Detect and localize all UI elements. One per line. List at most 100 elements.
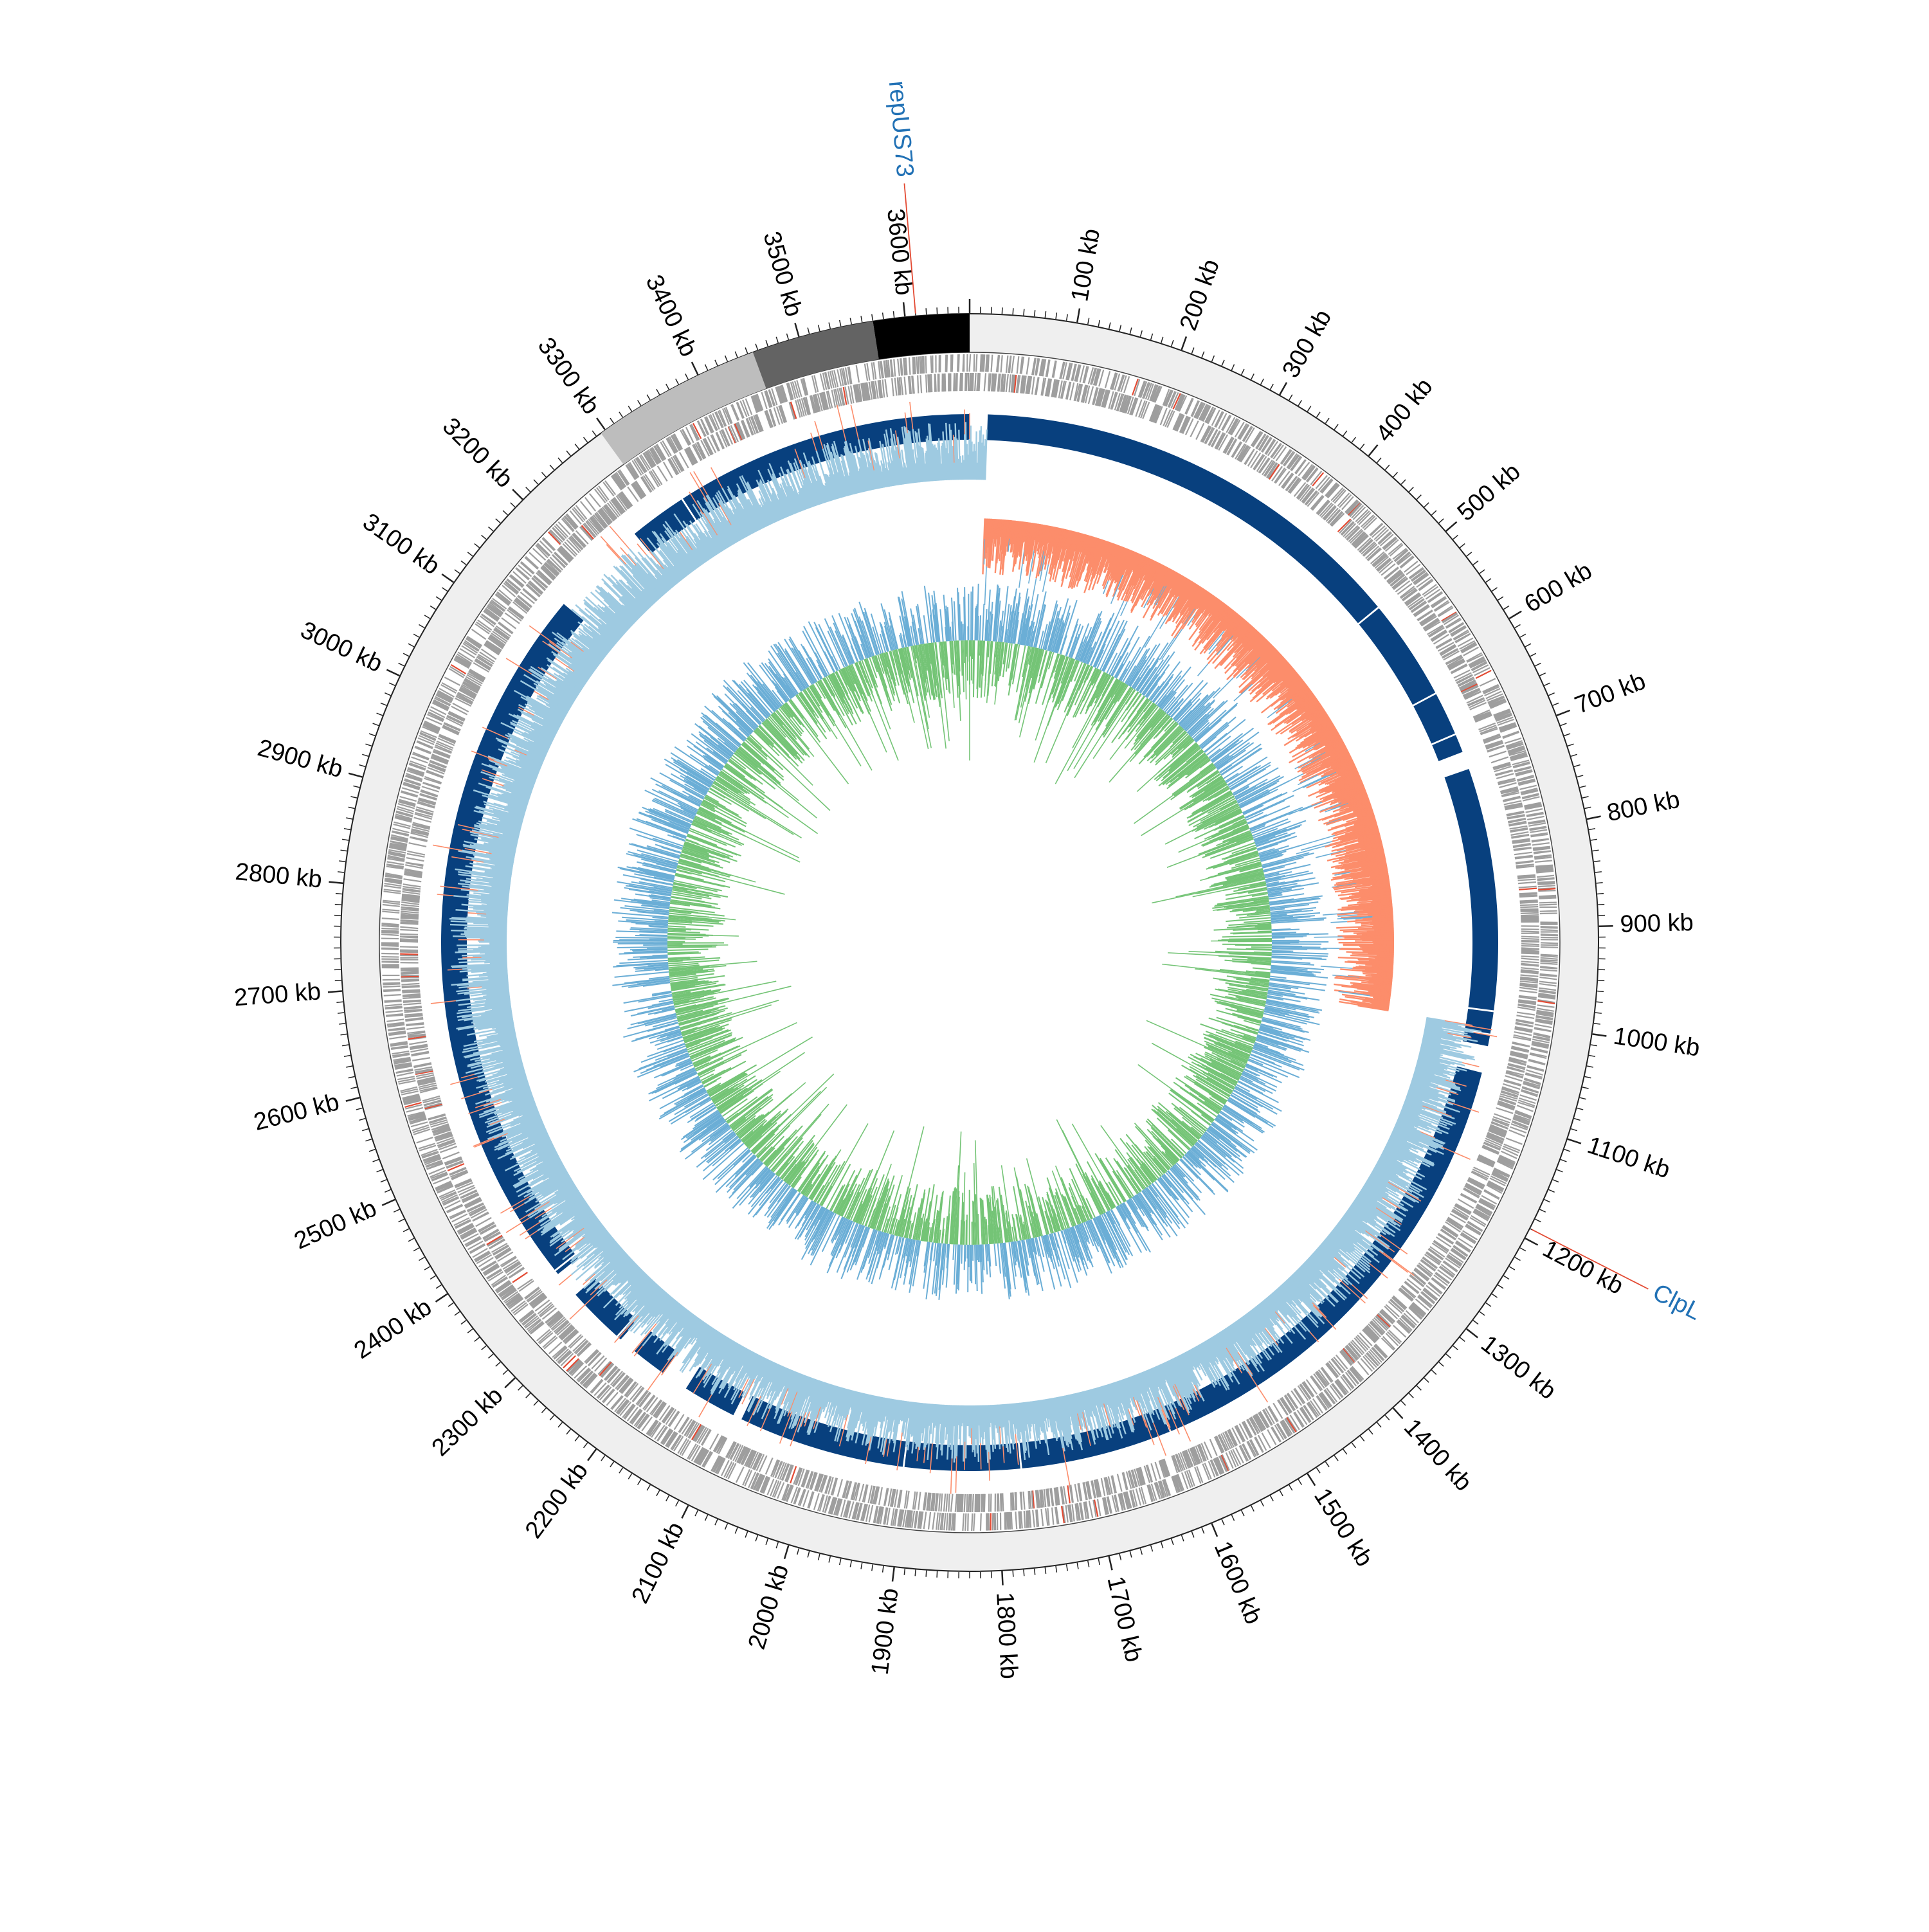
cds-feature	[442, 1152, 459, 1159]
cds-feature	[406, 858, 424, 861]
cds-feature	[557, 1350, 570, 1362]
cds-feature	[1535, 860, 1552, 862]
cds-feature	[1015, 1492, 1016, 1510]
cds-feature	[1032, 377, 1035, 395]
cds-feature	[964, 1494, 965, 1512]
cds-feature	[401, 905, 419, 907]
cds-feature	[383, 983, 400, 984]
cds-feature	[979, 373, 980, 391]
cds-feature	[1294, 1413, 1303, 1427]
cds-feature	[1521, 956, 1539, 957]
cds-feature	[1521, 949, 1539, 950]
cds-feature	[592, 1380, 603, 1393]
cds-feature	[973, 373, 974, 391]
cds-feature	[440, 1146, 457, 1152]
cds-feature	[1519, 896, 1537, 898]
cds-feature	[1541, 935, 1558, 936]
cds-feature	[966, 373, 967, 391]
cds-feature	[790, 402, 795, 419]
cds-feature	[746, 399, 752, 415]
cds-feature	[1185, 398, 1192, 414]
backbone-band	[360, 333, 1579, 1552]
cds-feature	[1527, 817, 1544, 820]
cds-feature	[1480, 679, 1495, 686]
cds-feature	[879, 1487, 882, 1505]
cds-feature	[920, 375, 921, 393]
cds-feature	[1540, 963, 1557, 964]
cds-feature	[974, 354, 975, 372]
cds-feature	[1526, 809, 1543, 812]
cds-feature	[1210, 1439, 1217, 1456]
cds-feature	[928, 1512, 930, 1530]
cds-feature	[1334, 490, 1346, 503]
cds-feature	[1007, 1512, 1008, 1530]
cds-feature	[400, 952, 418, 953]
cds-feature	[948, 1494, 949, 1512]
gc-skew-spike	[1296, 845, 1330, 854]
cds-feature	[1520, 909, 1538, 910]
cds-feature	[1518, 882, 1536, 883]
cds-feature	[1204, 1442, 1212, 1459]
gc-skew-bar	[975, 1405, 976, 1439]
cds-feature	[944, 374, 945, 392]
cds-feature	[1027, 357, 1029, 375]
cds-feature	[963, 1513, 964, 1531]
cds-feature	[1540, 970, 1557, 971]
cds-feature	[1186, 399, 1193, 415]
cds-feature	[412, 1058, 430, 1060]
cds-feature	[932, 1512, 934, 1530]
cds-feature	[1541, 945, 1558, 946]
cds-feature	[1404, 1282, 1418, 1294]
cds-feature	[417, 1137, 433, 1142]
cds-feature	[1491, 757, 1508, 763]
cds-feature	[992, 355, 993, 372]
cds-feature	[1521, 929, 1539, 930]
backbone-ring	[341, 314, 1598, 1571]
contig-block	[601, 352, 766, 464]
gc-skew-spike	[1031, 578, 1037, 609]
cds-feature	[1503, 732, 1519, 737]
cds-feature	[472, 629, 486, 640]
cds-feature	[1101, 1478, 1105, 1496]
cds-feature	[1518, 880, 1536, 881]
cds-feature	[972, 1494, 973, 1512]
cds-feature	[1521, 975, 1539, 976]
cds-feature	[1517, 1013, 1535, 1015]
cds-feature	[1011, 356, 1014, 374]
cds-feature	[1357, 1361, 1368, 1375]
cds-feature	[1026, 1511, 1027, 1528]
cds-feature	[944, 1513, 945, 1530]
cds-feature	[1275, 469, 1286, 483]
cds-feature	[382, 918, 399, 919]
cds-feature	[1118, 1474, 1122, 1492]
cds-feature	[1068, 1485, 1070, 1503]
contig-block	[753, 321, 879, 389]
cds-feature	[1521, 931, 1539, 932]
cds-feature	[991, 1494, 992, 1512]
gc-skew-spike	[1289, 806, 1312, 815]
cds-feature	[409, 843, 426, 847]
cds-feature	[965, 373, 966, 391]
gc-skew-spike	[1316, 850, 1346, 857]
cds-feature	[921, 356, 922, 374]
cds-feature	[936, 1513, 938, 1530]
gc-skew-spike	[1145, 617, 1163, 647]
cds-feature	[1010, 374, 1011, 392]
cds-feature	[711, 435, 719, 451]
cds-feature	[979, 1494, 980, 1512]
cds-feature	[955, 1494, 957, 1512]
cds-feature	[929, 374, 930, 392]
cds-feature	[1017, 356, 1019, 374]
cds-feature	[642, 476, 651, 492]
cds-feature	[1105, 371, 1110, 388]
cds-feature	[404, 879, 422, 881]
cds-feature	[704, 438, 712, 455]
cds-feature	[386, 1019, 404, 1021]
cds-feature	[924, 1512, 927, 1529]
cds-feature	[1388, 571, 1402, 582]
cds-feature	[400, 954, 418, 955]
cds-feature	[1541, 937, 1558, 938]
cds-feature	[951, 1494, 953, 1512]
cds-feature	[1489, 752, 1507, 757]
cds-feature	[1066, 1505, 1068, 1522]
